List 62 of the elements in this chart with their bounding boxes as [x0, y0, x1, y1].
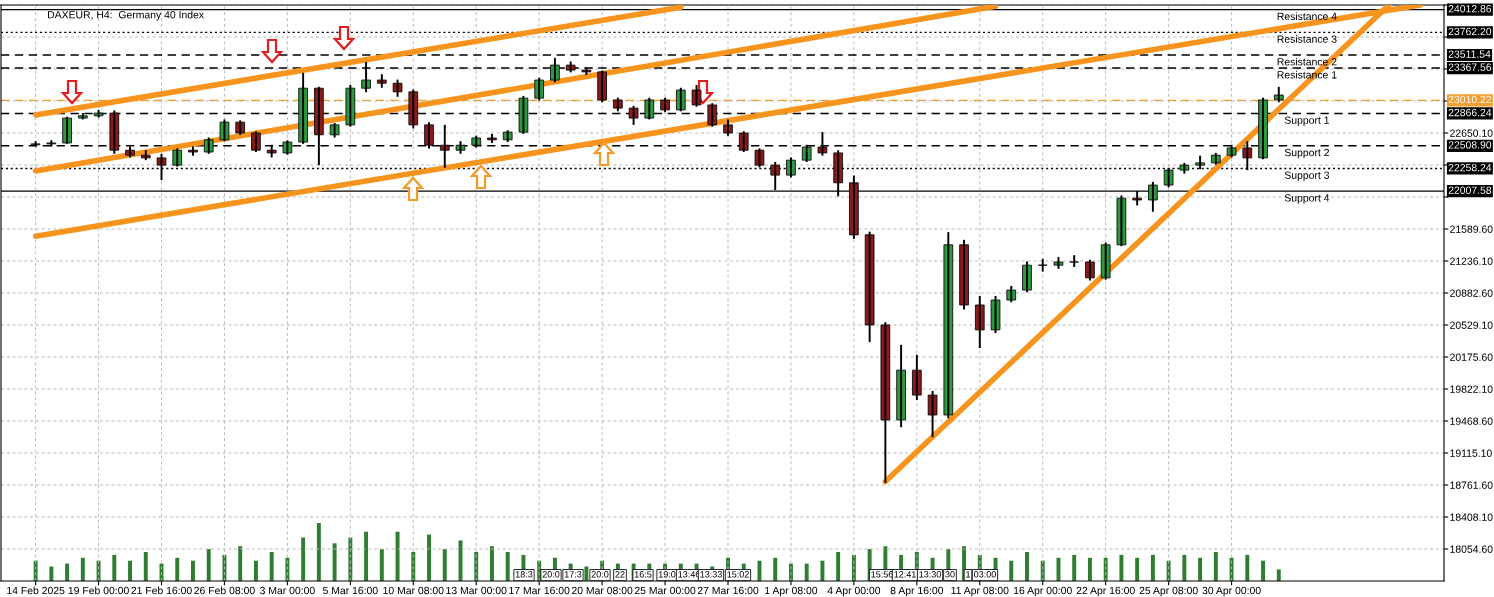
text: 23762.20 [1448, 27, 1492, 36]
y-tick-label: 20529.10 [1450, 321, 1493, 329]
y-tick-label: 19468.60 [1450, 417, 1493, 425]
y-tick-label: 21236.10 [1450, 257, 1493, 265]
y-tick-label: 20882.60 [1450, 289, 1493, 297]
x-tick-label: 8 Apr 16:00 [890, 586, 944, 597]
x-tick-label: 17 Mar 16:00 [509, 586, 570, 595]
text: 24012.86 [1448, 5, 1492, 13]
x-tick-label: 16 Apr 00:00 [1013, 586, 1072, 597]
y-tick-label: 18408.10 [1450, 513, 1493, 521]
y-tick-label: 22650.10 [1450, 129, 1493, 137]
text: 22258.24 [1448, 163, 1492, 172]
text: 22007.58 [1448, 186, 1492, 194]
annotation: 30 [945, 571, 955, 578]
ref-line-label: Resistance 4 [1277, 12, 1337, 21]
text: DAXEUR, H4: Germany 40 Index [48, 10, 204, 21]
x-tick-label: 5 Mar 16:00 [322, 586, 378, 595]
x-tick-label: 25 Mar 00:00 [634, 586, 696, 595]
x-tick-label: 19 Feb 00:00 [68, 586, 129, 595]
annotation: 19:0 [658, 571, 676, 578]
ref-line-label: Resistance 3 [1277, 35, 1337, 43]
x-tick-label: 27 Mar 16:00 [697, 586, 759, 595]
text: 22508.90 [1448, 141, 1492, 149]
text: 23511.54 [1448, 50, 1491, 58]
x-tick-label: 21 Feb 16:00 [131, 586, 192, 595]
x-tick-label: 10 Mar 08:00 [383, 586, 444, 595]
ref-line-label: Support 4 [1284, 194, 1330, 204]
y-tick-label: 18054.60 [1450, 545, 1493, 553]
annotation: 15:02 [727, 571, 749, 578]
x-tick-label: 20 Mar 08:00 [571, 586, 633, 595]
x-tick-label: 26 Feb 08:00 [194, 586, 255, 595]
annotation: 16:5 [634, 571, 652, 578]
x-tick-label: 22 Apr 16:00 [1076, 586, 1135, 597]
text: 22866.24 [1448, 108, 1492, 117]
annotation: 03:00 [974, 571, 996, 578]
x-tick-label: 25 Apr 08:00 [1139, 586, 1198, 597]
text: 23367.56 [1448, 63, 1492, 71]
annotation: 20:0 [591, 571, 609, 578]
annotation: 20:0 [542, 571, 560, 578]
annotation: 17:3 [564, 571, 582, 578]
y-tick-label: 20175.60 [1450, 353, 1493, 361]
annotation: 13:30 [919, 571, 941, 578]
x-tick-label: 30 Apr 00:00 [1202, 586, 1261, 597]
annotation: 1 [966, 571, 971, 578]
ref-line-label: Support 2 [1284, 148, 1329, 159]
annotation: 12:41 [894, 571, 916, 578]
x-tick-label: 14 Feb 2025 [7, 586, 65, 595]
x-tick-label: 1 Apr 08:00 [765, 586, 818, 597]
annotation: 18:3 [515, 571, 533, 578]
x-tick-label: 4 Apr 00:00 [827, 586, 881, 597]
y-tick-label: 21589.60 [1450, 225, 1493, 233]
y-tick-label: 18761.60 [1450, 481, 1493, 489]
ref-line-label: Support 1 [1284, 116, 1329, 126]
y-tick-label: 19115.10 [1450, 449, 1492, 457]
x-tick-label: 3 Mar 00:00 [260, 586, 315, 595]
x-tick-label: 13 Mar 00:00 [446, 586, 507, 595]
y-tick-label: 19822.10 [1450, 385, 1493, 393]
annotation: 22 [615, 571, 625, 578]
x-tick-label: 11 Apr 08:00 [951, 586, 1009, 597]
ref-line-label: Support 3 [1284, 171, 1330, 181]
text: 23010.22 [1448, 95, 1492, 104]
annotation: 13:33 [700, 571, 722, 578]
